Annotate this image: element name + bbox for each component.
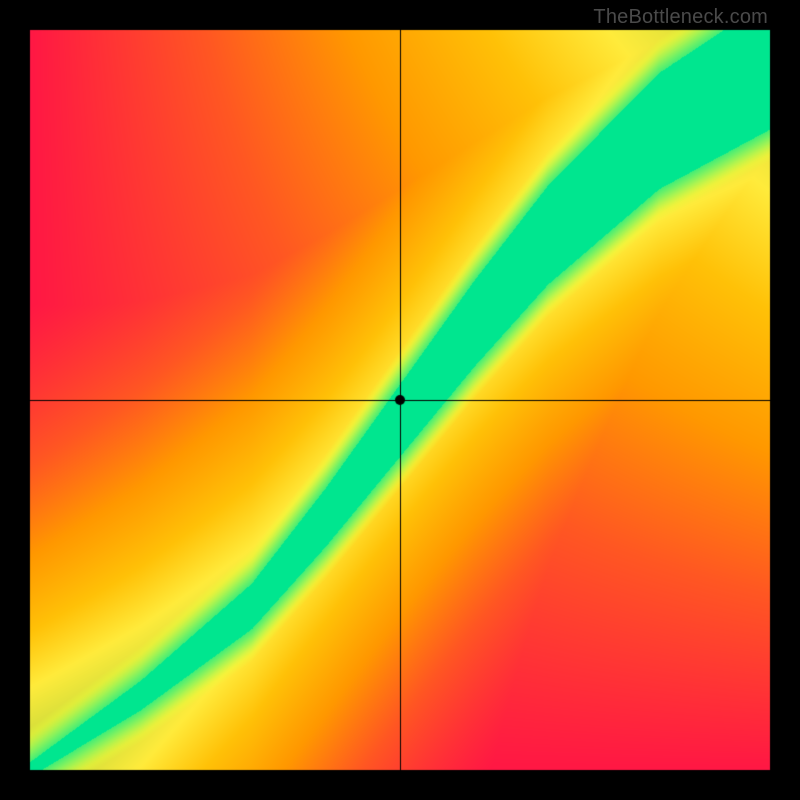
watermark-label: TheBottleneck.com bbox=[593, 6, 768, 29]
chart-container: TheBottleneck.com bbox=[0, 0, 800, 800]
heatmap-canvas bbox=[0, 0, 800, 800]
